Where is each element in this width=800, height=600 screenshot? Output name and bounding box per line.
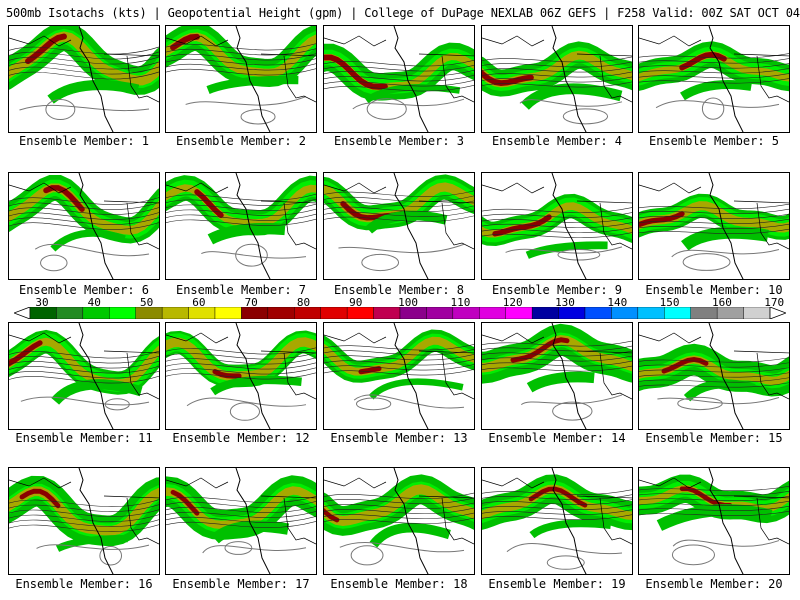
colorbar-tick-label: 90 [349, 296, 363, 309]
colorbar-tick-label: 110 [450, 296, 471, 309]
jet-stream-map [639, 323, 789, 429]
ensemble-map-panel [638, 172, 790, 280]
ensemble-map-panel [165, 322, 317, 430]
ensemble-map-panel [323, 172, 475, 280]
color-scale-bar [14, 307, 786, 319]
ensemble-map-panel [165, 172, 317, 280]
ensemble-map-panel [323, 25, 475, 133]
jet-stream-map [324, 173, 474, 279]
colorbar-tick-label: 80 [296, 296, 311, 309]
jet-stream-map [639, 26, 789, 132]
member-label: Ensemble Member: 16 [15, 577, 153, 591]
jet-stream-map [9, 468, 159, 574]
ensemble-map-panel [481, 467, 633, 575]
jet-stream-map [482, 173, 632, 279]
jet-stream-map [166, 323, 316, 429]
jet-stream-map [9, 323, 159, 429]
colorbar-tick-label: 160 [711, 296, 732, 309]
member-label: Ensemble Member: 8 [333, 283, 465, 297]
member-label: Ensemble Member: 18 [330, 577, 468, 591]
member-label: Ensemble Member: 9 [491, 283, 623, 297]
member-label: Ensemble Member: 4 [491, 134, 623, 148]
member-label: Ensemble Member: 10 [645, 283, 783, 297]
member-label: Ensemble Member: 14 [488, 431, 626, 445]
jet-stream-map [324, 468, 474, 574]
jet-stream-map [166, 26, 316, 132]
colorbar-tick-label: 60 [192, 296, 206, 309]
colorbar-tick-label: 130 [555, 296, 575, 309]
member-label: Ensemble Member: 12 [172, 431, 310, 445]
colorbar-tick-label: 50 [139, 296, 154, 309]
colorbar-tick-label: 100 [398, 296, 419, 309]
ensemble-map-panel [165, 25, 317, 133]
jet-stream-map [639, 468, 789, 574]
colorbar-tick-label: 170 [764, 296, 785, 309]
member-label: Ensemble Member: 20 [645, 577, 783, 591]
member-label: Ensemble Member: 6 [18, 283, 150, 297]
colorbar-tick-label: 70 [244, 296, 258, 309]
colorbar-tick-label: 150 [659, 296, 680, 309]
member-label: Ensemble Member: 17 [172, 577, 310, 591]
ensemble-map-panel [481, 172, 633, 280]
member-label: Ensemble Member: 7 [175, 283, 307, 297]
ensemble-map-panel [323, 467, 475, 575]
jet-stream-map [166, 468, 316, 574]
member-label: Ensemble Member: 11 [15, 431, 153, 445]
jet-stream-map [482, 26, 632, 132]
member-label: Ensemble Member: 19 [488, 577, 626, 591]
jet-stream-map [324, 323, 474, 429]
ensemble-map-panel [165, 467, 317, 575]
jet-stream-map [482, 323, 632, 429]
ensemble-map-panel [8, 172, 160, 280]
ensemble-map-panel [638, 467, 790, 575]
ensemble-map-panel [481, 322, 633, 430]
ensemble-map-panel [8, 322, 160, 430]
member-label: Ensemble Member: 15 [645, 431, 783, 445]
jet-stream-map [9, 26, 159, 132]
colorbar-tick-label: 120 [502, 296, 523, 309]
member-label: Ensemble Member: 3 [333, 134, 465, 148]
member-label: Ensemble Member: 5 [648, 134, 780, 148]
colorbar-tick-label: 30 [35, 296, 49, 309]
ensemble-map-panel [8, 25, 160, 133]
jet-stream-map [324, 26, 474, 132]
colorbar-arrow-right [769, 307, 786, 319]
colorbar-tick-label: 40 [87, 296, 101, 309]
member-label: Ensemble Member: 13 [330, 431, 468, 445]
ensemble-map-panel [8, 467, 160, 575]
jet-stream-map [166, 173, 316, 279]
ensemble-map-panel [638, 322, 790, 430]
ensemble-map-panel [638, 25, 790, 133]
jet-stream-map [482, 468, 632, 574]
ensemble-map-panel [481, 25, 633, 133]
ensemble-map-panel [323, 322, 475, 430]
jet-stream-map [639, 173, 789, 279]
jet-stream-map [9, 173, 159, 279]
colorbar-tick-label: 140 [607, 296, 628, 309]
page-title: 500mb Isotachs (kts) | Geopotential Heig… [6, 6, 800, 20]
member-label: Ensemble Member: 1 [18, 134, 150, 148]
member-label: Ensemble Member: 2 [175, 134, 307, 148]
